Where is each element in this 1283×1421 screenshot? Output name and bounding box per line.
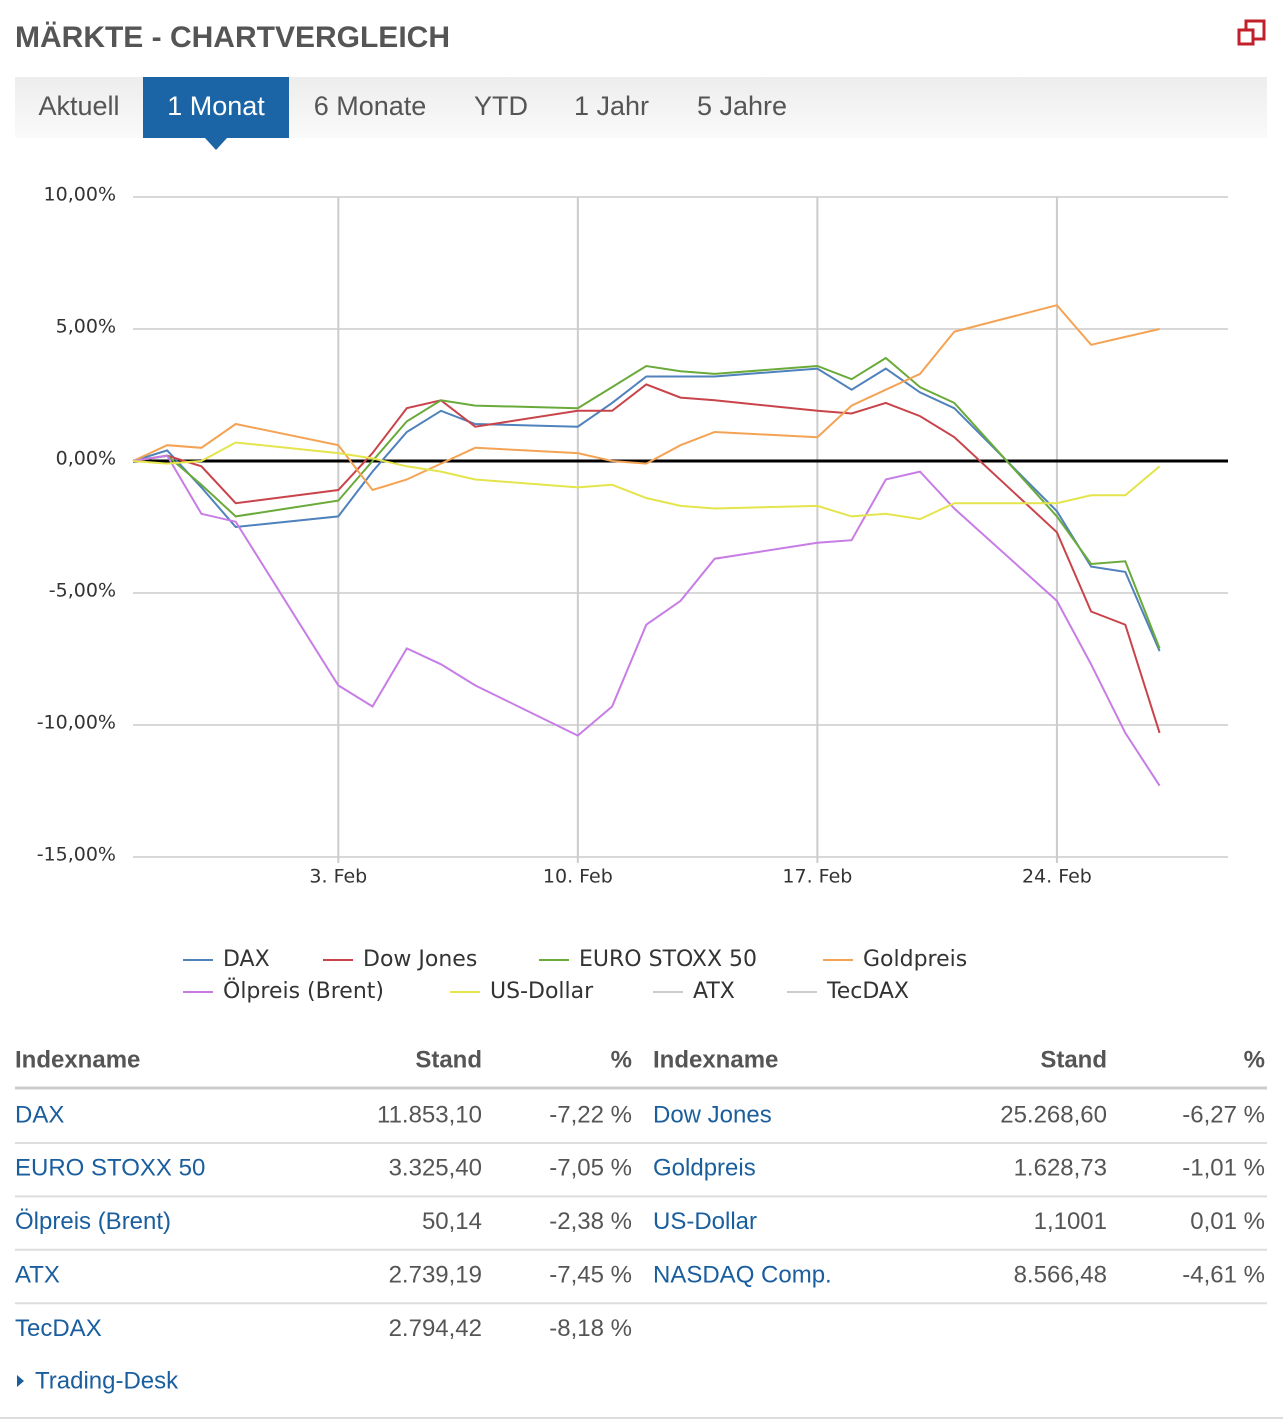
tab[interactable]: 1 Jahr [574, 91, 649, 121]
legend-label[interactable]: Dow Jones [363, 947, 477, 972]
y-tick-label: -15,00% [37, 844, 116, 866]
table-cell: -2,38 % [549, 1208, 632, 1235]
legend-label[interactable]: TecDAX [826, 979, 909, 1004]
legend-label[interactable]: DAX [223, 947, 270, 972]
table-cell: -7,05 % [549, 1155, 632, 1182]
tab-pointer [205, 138, 227, 150]
table-cell: -4,61 % [1182, 1262, 1265, 1289]
x-tick-label: 17. Feb [782, 866, 852, 888]
table-cell: 3.325,40 [389, 1155, 482, 1182]
index-link[interactable]: TecDAX [15, 1315, 102, 1342]
table-cell: 25.268,60 [1000, 1101, 1107, 1128]
index-link[interactable]: Dow Jones [653, 1101, 772, 1128]
tab[interactable]: Aktuell [38, 91, 119, 121]
popup-icon[interactable] [1237, 19, 1266, 46]
table-cell: 8.566,48 [1014, 1262, 1107, 1289]
index-link[interactable]: US-Dollar [653, 1208, 757, 1235]
page-title: MÄRKTE - CHARTVERGLEICH [15, 21, 450, 54]
legend-label[interactable]: ATX [693, 979, 735, 1004]
y-tick-label: 5,00% [56, 316, 116, 338]
trading-desk-link[interactable]: Trading-Desk [35, 1367, 179, 1394]
active-tab [143, 77, 289, 138]
series-line [132, 454, 1161, 787]
table-header: % [611, 1046, 632, 1073]
link-arrow [17, 1375, 24, 1387]
index-link[interactable]: Ölpreis (Brent) [15, 1208, 171, 1235]
tab[interactable]: 5 Jahre [697, 91, 787, 121]
table-header: % [1244, 1046, 1265, 1073]
index-link[interactable]: DAX [15, 1101, 64, 1128]
y-tick-label: -10,00% [37, 712, 116, 734]
index-link[interactable]: EURO STOXX 50 [15, 1155, 205, 1182]
index-link[interactable]: Goldpreis [653, 1155, 756, 1182]
table-header: Stand [1040, 1046, 1107, 1073]
index-link[interactable]: ATX [15, 1262, 60, 1289]
table-header: Indexname [15, 1046, 140, 1073]
x-tick-label: 24. Feb [1022, 866, 1092, 888]
table-cell: 1,1001 [1034, 1208, 1107, 1235]
x-tick-label: 10. Feb [543, 866, 613, 888]
table-header: Stand [415, 1046, 482, 1073]
y-tick-label: 0,00% [56, 448, 116, 470]
series-line [132, 441, 1161, 521]
y-tick-label: 10,00% [44, 184, 116, 206]
table-cell: 11.853,10 [377, 1101, 482, 1128]
series-line [132, 356, 1161, 649]
table-cell: 2.794,42 [389, 1315, 482, 1342]
legend-label[interactable]: Goldpreis [863, 947, 967, 972]
series-line [132, 383, 1161, 734]
tab[interactable]: 1 Monat [167, 91, 265, 121]
series-line [132, 367, 1161, 652]
x-tick-label: 3. Feb [309, 866, 367, 888]
series-line [132, 304, 1160, 492]
table-cell: 1.628,73 [1014, 1155, 1107, 1182]
table-cell: -7,22 % [549, 1101, 632, 1128]
index-link[interactable]: NASDAQ Comp. [653, 1262, 832, 1289]
table-cell: -6,27 % [1182, 1101, 1265, 1128]
table-cell: 50,14 [422, 1208, 482, 1235]
table-cell: 0,01 % [1190, 1208, 1265, 1235]
legend-label[interactable]: EURO STOXX 50 [579, 947, 757, 972]
table-cell: -7,45 % [549, 1262, 632, 1289]
table-cell: -8,18 % [549, 1315, 632, 1342]
table-cell: 2.739,19 [389, 1262, 482, 1289]
legend-label[interactable]: Ölpreis (Brent) [223, 978, 384, 1004]
tab[interactable]: YTD [474, 91, 528, 121]
table-header: Indexname [653, 1046, 778, 1073]
tab[interactable]: 6 Monate [314, 91, 427, 121]
legend-label[interactable]: US-Dollar [490, 979, 594, 1004]
y-tick-label: -5,00% [49, 580, 116, 602]
table-cell: -1,01 % [1182, 1155, 1265, 1182]
